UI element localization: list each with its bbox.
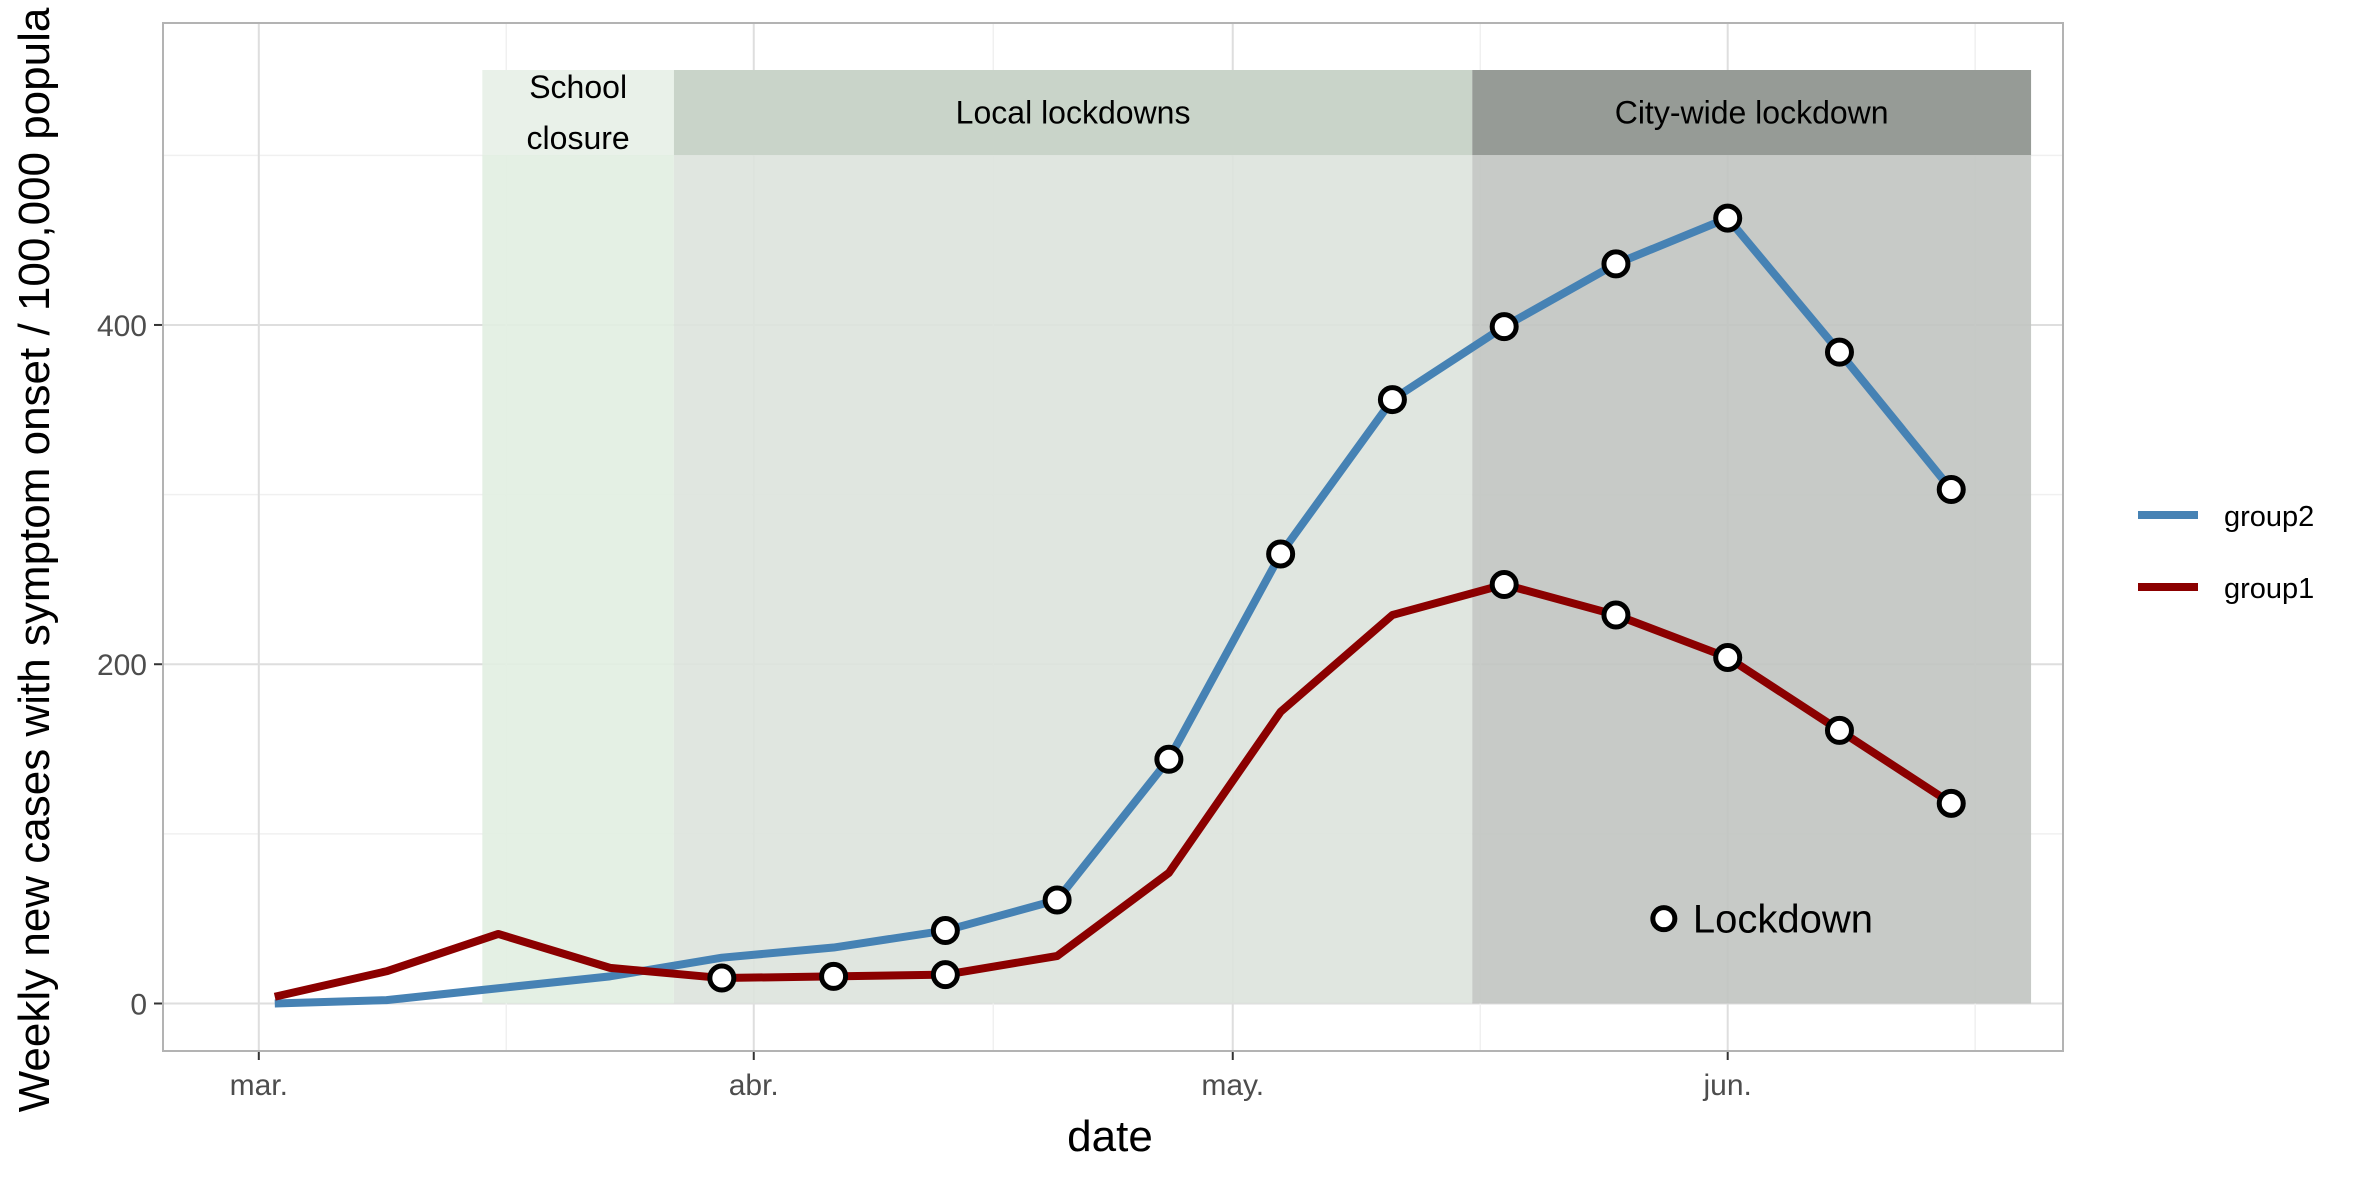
lockdown-point-group1 [1936,788,1966,818]
legend-label-group1: group1 [2224,573,2314,605]
city-wide-lockdown-band [1472,155,2032,1004]
lockdown-point-group2 [1936,475,1966,505]
lockdown-point-group2 [1601,249,1631,279]
annotation-label: Lockdown [1693,898,1873,942]
local-lockdowns-band [673,155,1473,1004]
axes: mar. abr. may. jun. 0 200 400 [97,310,1752,1102]
school-closure-label: School [529,69,627,105]
lockdown-point-group1 [1601,600,1631,630]
lockdown-point-group2 [1042,885,1072,915]
x-axis-title: date [1067,1112,1153,1161]
y-tick-label: 200 [97,649,147,682]
series-line-group1 [273,580,1954,1001]
y-tick-label: 0 [130,989,147,1022]
lockdown-point-group1 [1489,569,1519,599]
plot-border [162,22,2064,1052]
series [273,203,1966,1008]
school-closure-header [482,70,674,155]
lockdown-point-group2 [1154,744,1184,774]
lockdown-point-group2 [1824,337,1854,367]
period-bands: School closure Local lockdowns City-wide lo… [482,69,2032,1004]
lockdown-point-group1 [819,961,849,991]
series-line-group2 [274,214,1955,1008]
legend-label-group2: group2 [2224,501,2314,533]
city-wide-lockdown-label: City-wide lockdown [1615,95,1889,131]
x-tick-label: abr. [729,1069,779,1102]
school-closure-band [482,155,674,1004]
lockdown-point-group2 [1713,203,1743,233]
lockdown-point-group1 [1824,715,1854,745]
lockdown-point-group2 [930,916,960,946]
x-tick-label: may. [1201,1069,1264,1102]
lockdown-point-group1 [930,960,960,990]
lockdown-point-group2 [1489,312,1519,342]
x-tick-label: mar. [230,1069,288,1102]
lockdown-point-group2 [1266,539,1296,569]
local-lockdowns-label: Local lockdowns [956,95,1191,131]
school-closure-label: closure [527,120,630,156]
y-axis-title: Weekly new cases with symptom onset / 10… [10,7,59,1112]
lockdown-point-group1 [1713,642,1743,672]
lockdown-point-group1 [707,963,737,993]
annotation: Lockdown [1650,898,1873,942]
y-tick-label: 400 [97,310,147,343]
city-wide-lockdown-header [1472,70,2032,155]
x-tick-label: jun. [1703,1069,1752,1102]
lockdown-point-group2 [1377,385,1407,415]
annotation-marker [1650,905,1678,933]
local-lockdowns-header [673,70,1473,155]
legend: group2 group1 [2138,501,2314,605]
